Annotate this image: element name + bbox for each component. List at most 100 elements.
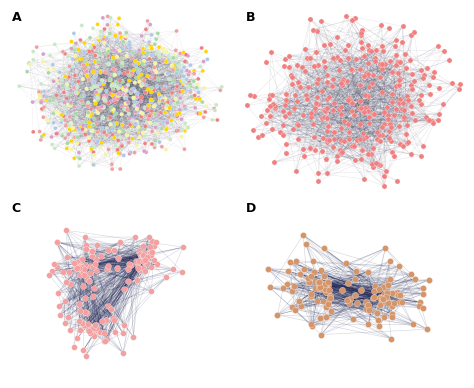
- Point: [135, 107, 142, 113]
- Point: [109, 132, 117, 138]
- Point: [322, 156, 330, 162]
- Point: [91, 333, 98, 339]
- Point: [187, 62, 194, 68]
- Point: [321, 284, 328, 290]
- Point: [72, 266, 80, 272]
- Point: [173, 111, 181, 118]
- Point: [415, 97, 423, 103]
- Point: [171, 62, 179, 68]
- Point: [90, 264, 97, 270]
- Point: [113, 49, 121, 55]
- Point: [173, 55, 180, 61]
- Point: [178, 126, 186, 133]
- Point: [80, 347, 87, 353]
- Point: [114, 85, 122, 92]
- Point: [106, 76, 114, 83]
- Point: [90, 293, 97, 299]
- Point: [100, 330, 108, 336]
- Point: [29, 99, 36, 105]
- Point: [93, 88, 101, 95]
- Point: [113, 92, 121, 99]
- Point: [71, 53, 79, 59]
- Point: [377, 301, 385, 307]
- Point: [168, 121, 176, 128]
- Point: [109, 166, 116, 172]
- Point: [98, 125, 106, 131]
- Point: [435, 85, 443, 91]
- Point: [316, 283, 323, 289]
- Point: [90, 69, 97, 75]
- Point: [115, 58, 123, 64]
- Point: [130, 67, 137, 73]
- Point: [50, 78, 57, 85]
- Point: [155, 50, 163, 56]
- Point: [145, 102, 153, 108]
- Point: [139, 254, 147, 260]
- Point: [64, 102, 72, 108]
- Point: [316, 283, 324, 289]
- Point: [198, 45, 205, 51]
- Point: [90, 162, 98, 168]
- Point: [280, 63, 288, 69]
- Point: [344, 78, 351, 85]
- Point: [116, 83, 124, 89]
- Point: [370, 111, 377, 118]
- Point: [293, 62, 301, 68]
- Point: [118, 56, 126, 62]
- Point: [158, 96, 166, 102]
- Point: [394, 291, 402, 298]
- Point: [153, 69, 160, 75]
- Point: [125, 111, 133, 117]
- Point: [90, 108, 98, 114]
- Point: [83, 61, 91, 68]
- Point: [122, 87, 130, 94]
- Point: [51, 261, 58, 267]
- Point: [83, 73, 91, 79]
- Point: [86, 270, 94, 276]
- Point: [154, 30, 162, 36]
- Point: [376, 74, 383, 81]
- Point: [372, 160, 380, 166]
- Point: [192, 96, 200, 102]
- Point: [139, 258, 147, 265]
- Point: [148, 238, 156, 244]
- Point: [296, 271, 304, 277]
- Point: [101, 69, 109, 75]
- Point: [299, 64, 306, 70]
- Point: [122, 85, 129, 91]
- Point: [419, 291, 427, 297]
- Point: [330, 100, 337, 106]
- Point: [122, 104, 130, 110]
- Point: [386, 58, 394, 64]
- Point: [85, 109, 93, 116]
- Point: [39, 58, 46, 64]
- Point: [318, 18, 325, 24]
- Point: [99, 115, 107, 121]
- Point: [148, 249, 155, 255]
- Point: [355, 105, 363, 111]
- Point: [52, 125, 59, 131]
- Point: [110, 123, 118, 129]
- Point: [109, 82, 116, 88]
- Point: [345, 300, 353, 306]
- Point: [139, 251, 146, 258]
- Point: [160, 49, 168, 55]
- Point: [89, 161, 96, 167]
- Point: [92, 267, 100, 273]
- Point: [130, 99, 138, 105]
- Point: [359, 130, 367, 136]
- Point: [64, 53, 72, 59]
- Point: [104, 13, 111, 19]
- Point: [110, 47, 118, 53]
- Point: [108, 83, 116, 89]
- Point: [398, 39, 406, 45]
- Point: [378, 297, 385, 303]
- Point: [36, 92, 43, 99]
- Point: [399, 106, 406, 113]
- Point: [77, 264, 84, 270]
- Point: [329, 144, 337, 151]
- Point: [112, 39, 120, 45]
- Point: [411, 117, 419, 123]
- Point: [70, 46, 78, 52]
- Point: [322, 281, 330, 288]
